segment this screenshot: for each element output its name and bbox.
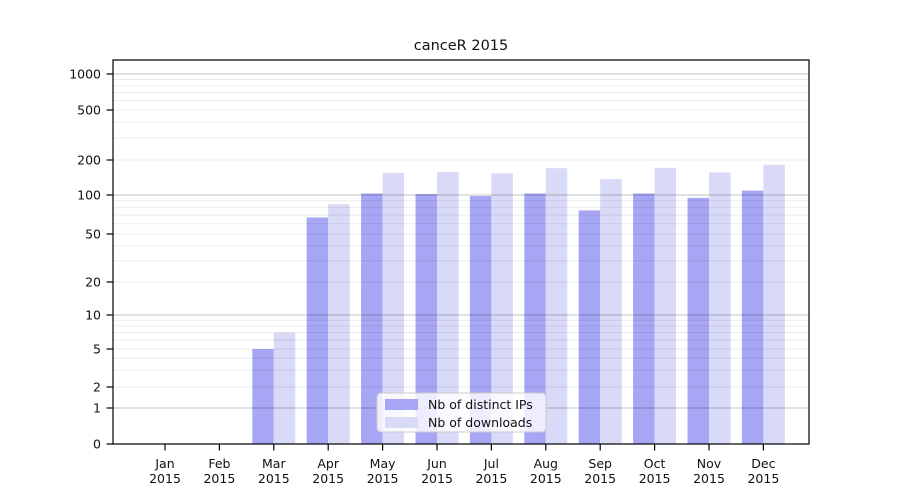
bar	[741, 190, 764, 444]
bar	[328, 204, 350, 444]
x-tick-label-month: Aug	[534, 456, 558, 471]
x-tick-label-year: 2015	[312, 471, 344, 486]
x-tick-label-year: 2015	[639, 471, 671, 486]
x-tick-label-year: 2015	[747, 471, 779, 486]
legend: Nb of distinct IPs Nb of downloads	[376, 392, 547, 433]
x-tick-label-year: 2015	[693, 471, 725, 486]
x-tick-label-year: 2015	[584, 471, 616, 486]
bar	[252, 349, 274, 444]
x-tick-label-year: 2015	[530, 471, 562, 486]
bar	[437, 171, 459, 444]
y-tick-label: 2	[93, 380, 101, 395]
y-tick-label: 500	[77, 103, 101, 118]
x-tick-label-month: Feb	[208, 456, 230, 471]
x-tick-label-year: 2015	[149, 471, 181, 486]
legend-label: Nb of downloads	[428, 415, 532, 430]
legend-box	[376, 392, 547, 433]
plot-border	[112, 59, 810, 445]
y-tick-label: 5	[93, 342, 101, 357]
bar	[545, 168, 568, 444]
legend-swatch	[385, 399, 418, 410]
x-tick-label-year: 2015	[475, 471, 507, 486]
x-axis: Jan2015Feb2015Mar2015Apr2015May2015Jun20…	[149, 444, 779, 486]
y-tick-label: 1000	[69, 67, 101, 82]
y-tick-label: 100	[77, 188, 101, 203]
y-tick-label: 1	[93, 401, 101, 416]
bar	[361, 193, 383, 444]
legend-label: Nb of distinct IPs	[428, 397, 533, 412]
bar	[273, 332, 296, 444]
bar	[524, 193, 546, 444]
y-tick-label: 20	[85, 275, 101, 290]
x-tick-label-year: 2015	[203, 471, 235, 486]
bar	[633, 193, 655, 444]
x-tick-label-month: Jun	[426, 456, 447, 471]
y-tick-label: 200	[77, 153, 101, 168]
legend-swatch	[385, 417, 418, 428]
x-tick-label-month: Jul	[483, 456, 499, 471]
bar	[600, 179, 622, 444]
bar	[382, 172, 405, 444]
x-tick-label-year: 2015	[258, 471, 290, 486]
x-tick-label-year: 2015	[367, 471, 399, 486]
x-tick-label-month: Mar	[262, 456, 286, 471]
x-tick-label-year: 2015	[421, 471, 453, 486]
x-tick-label-month: May	[370, 456, 396, 471]
bar	[687, 197, 709, 444]
gridlines	[113, 73, 809, 409]
bar	[415, 194, 437, 444]
bar	[763, 164, 785, 445]
bar	[491, 173, 513, 444]
x-tick-label-month: Sep	[588, 456, 612, 471]
x-tick-label-month: Apr	[317, 456, 339, 471]
y-tick-label: 10	[85, 308, 101, 323]
x-tick-label-month: Nov	[697, 456, 722, 471]
x-tick-label-month: Jan	[154, 456, 174, 471]
x-tick-label-month: Oct	[644, 456, 666, 471]
y-axis: 0 1 2 5 10 20 50 100 200 500 1000	[69, 67, 113, 452]
bar	[306, 217, 329, 444]
y-tick-label: 0	[93, 437, 101, 452]
bars-series-0	[252, 190, 764, 444]
bar	[654, 167, 677, 444]
bars-series-1	[273, 164, 785, 445]
x-tick-label-month: Dec	[751, 456, 775, 471]
bar	[578, 210, 601, 444]
y-tick-label: 50	[85, 227, 101, 242]
bar	[709, 172, 731, 444]
chart-title: canceR 2015	[414, 38, 509, 54]
bar	[469, 196, 492, 444]
